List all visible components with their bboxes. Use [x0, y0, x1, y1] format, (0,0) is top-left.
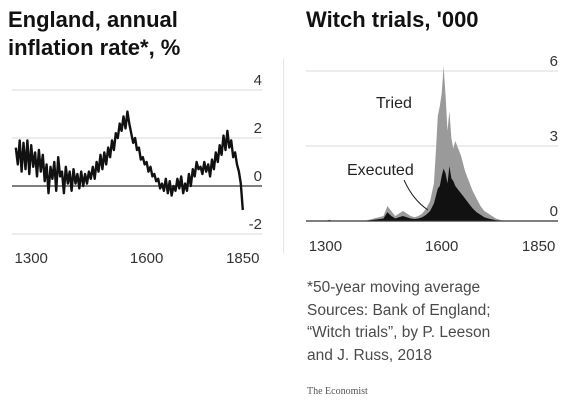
witch-y-tick-label: 6 [550, 53, 558, 70]
footnote-sources: Sources: Bank of England; [307, 301, 491, 319]
inflation-y-tick-label: 4 [254, 72, 262, 89]
witch-x-tick-label: 1850 [522, 238, 555, 255]
executed-area [306, 166, 558, 221]
tried-annotation-label: Tried [376, 95, 412, 112]
witch-y-tick-label: 3 [550, 128, 558, 145]
footnote-moving-average: *50-year moving average [307, 279, 481, 296]
inflation-chart-title: England, annual inflation rate*, % [8, 7, 181, 60]
inflation-x-tick-label: 1850 [226, 250, 259, 267]
witch-x-tick-label: 1600 [425, 238, 458, 255]
inflation-x-tick-label: 1600 [130, 250, 163, 267]
footnote-source-witch-trials: “Witch trials”, by P. Leeson [307, 324, 491, 341]
inflation-series-line [14, 110, 244, 211]
inflation-y-tick-label: 2 [254, 120, 262, 137]
inflation-x-tick-label: 1300 [15, 250, 48, 267]
inflation-y-tick-label: 0 [254, 168, 262, 185]
footnote-source-authors: and J. Russ, 2018 [307, 346, 432, 364]
witch-x-tick-label: 1300 [309, 238, 342, 255]
brand-credit: The Economist [307, 386, 368, 397]
witch-trials-chart-title: Witch trials, '000 [306, 7, 479, 32]
witch-y-tick-label: 0 [550, 203, 558, 220]
inflation-chart: 4 2 0 -2 1300 1600 1850 [12, 72, 262, 267]
inflation-y-tick-label: -2 [249, 216, 262, 233]
executed-annotation-label: Executed [347, 162, 414, 179]
witch-trials-chart: 6 3 0 1300 1600 1850 Tried Executed [306, 53, 558, 255]
executed-annotation-leader [403, 179, 429, 211]
tried-area [306, 66, 558, 221]
panel-divider [283, 58, 284, 254]
footnotes: *50-year moving average Sources: Bank of… [307, 277, 569, 367]
